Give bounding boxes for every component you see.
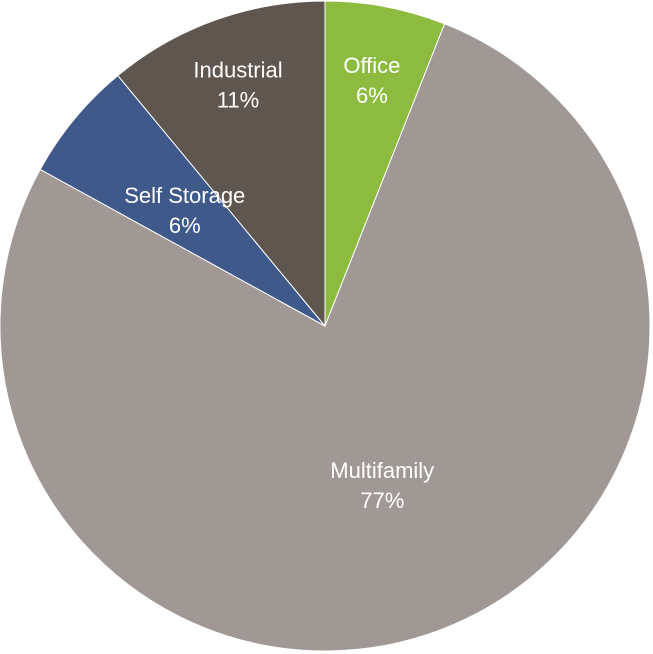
- pie-labels: Office 6% Multifamily 77% Self Storage 6% Indu…: [124, 53, 434, 513]
- slice-label-office: Office: [343, 53, 400, 78]
- pie-slice-self-storage: [39, 74, 326, 327]
- pie-slice-industrial: [117, 0, 326, 328]
- slice-value-industrial: 11%: [217, 87, 259, 112]
- pie-slice-office: [324, 0, 446, 327]
- slice-value-multifamily: 77%: [360, 488, 404, 513]
- slice-label-industrial: Industrial: [193, 57, 282, 82]
- pie-slice-multifamily: [0, 23, 651, 652]
- slice-value-self-storage: 6%: [169, 213, 201, 238]
- slice-label-self-storage: Self Storage: [124, 183, 245, 208]
- slice-label-multifamily: Multifamily: [330, 458, 434, 483]
- slice-value-office: 6%: [356, 83, 388, 108]
